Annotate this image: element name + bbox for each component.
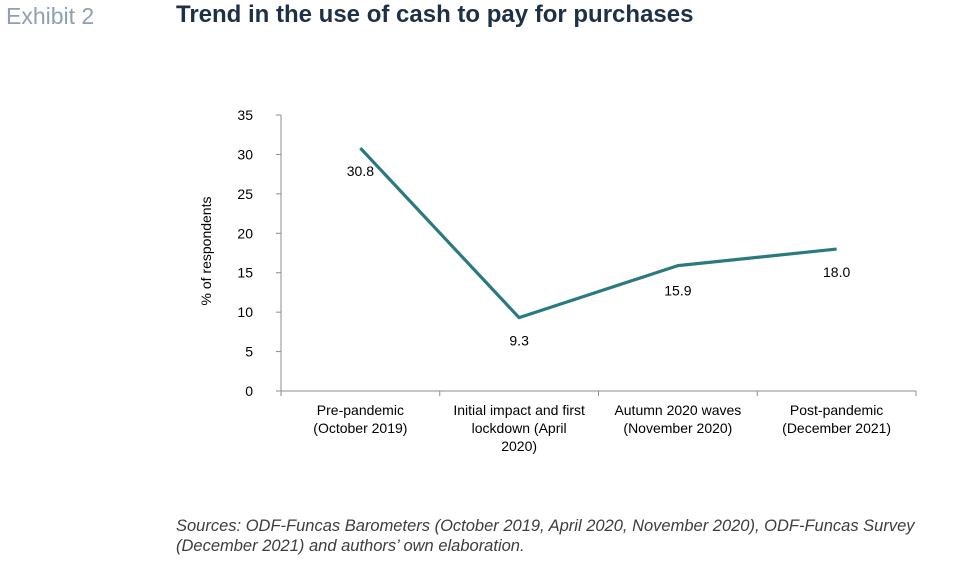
data-labels: 30.8 9.3 15.9 18.0	[347, 163, 851, 349]
y-tick-label: 35	[237, 107, 253, 123]
series-line	[359, 147, 837, 320]
y-tick-label: 10	[237, 304, 253, 320]
series-line-group	[359, 147, 837, 320]
x-tick-label: Autumn 2020 waves (November 2020)	[614, 402, 741, 436]
exhibit-label: Exhibit 2	[6, 3, 95, 29]
sources-note: Sources: ODF-Funcas Barometers (October …	[176, 517, 915, 555]
line-chart: 0 5 10 15 20 25 30 35 Pre-pandemic (October 2019…	[198, 107, 917, 454]
y-tick-label: 30	[237, 146, 253, 162]
data-label: 30.8	[347, 163, 374, 179]
data-label: 15.9	[664, 283, 691, 299]
y-tick-label: 20	[237, 225, 253, 241]
x-tick-label: Pre-pandemic (October 2019)	[313, 402, 407, 436]
x-axis: Pre-pandemic (October 2019) Initial impact…	[280, 390, 917, 454]
y-tick-label: 15	[237, 265, 253, 281]
x-tick-label: Post-pandemic (December 2021)	[782, 402, 891, 436]
x-tick-label: Initial impact and first lockdown (April 2…	[453, 402, 585, 454]
data-label: 18.0	[823, 264, 850, 280]
chart-title: Trend in the use of cash to pay for purc…	[176, 1, 694, 28]
y-tick-label: 5	[245, 344, 253, 360]
data-label: 9.3	[509, 333, 529, 349]
y-axis: 0 5 10 15 20 25 30 35	[237, 107, 282, 399]
y-tick-label: 0	[245, 383, 253, 399]
y-axis-title: % of respondents	[198, 197, 214, 306]
y-tick-label: 25	[237, 186, 253, 202]
